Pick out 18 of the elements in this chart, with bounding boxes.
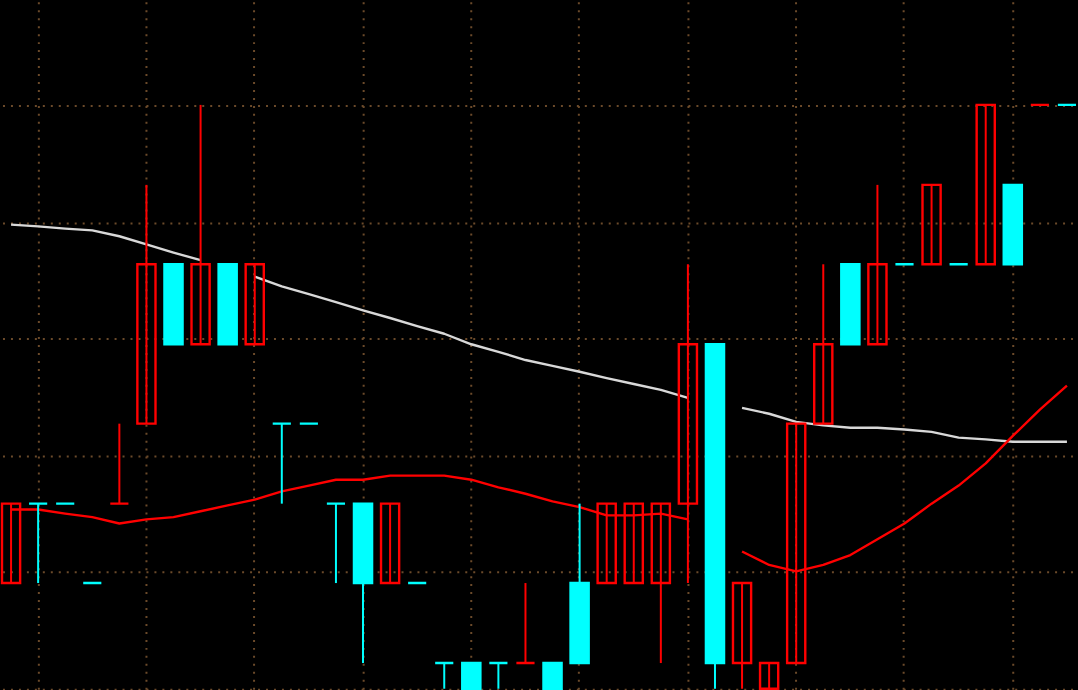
candlestick <box>813 263 834 425</box>
candlestick <box>379 502 401 585</box>
candlestick <box>515 582 536 665</box>
candlestick <box>433 661 455 690</box>
candlestick <box>109 422 130 505</box>
candlestick <box>488 661 509 690</box>
candlestick <box>27 502 49 585</box>
candlestick <box>244 263 265 346</box>
candlestick <box>867 183 888 346</box>
candlestick <box>542 661 563 690</box>
candlestick <box>975 103 996 266</box>
candlestick <box>461 661 482 690</box>
candlestick <box>271 422 293 505</box>
candlestick <box>758 661 780 690</box>
candlestick <box>325 502 347 585</box>
candlestick <box>731 581 753 690</box>
candlestick <box>190 103 211 346</box>
candlestick <box>921 183 942 266</box>
